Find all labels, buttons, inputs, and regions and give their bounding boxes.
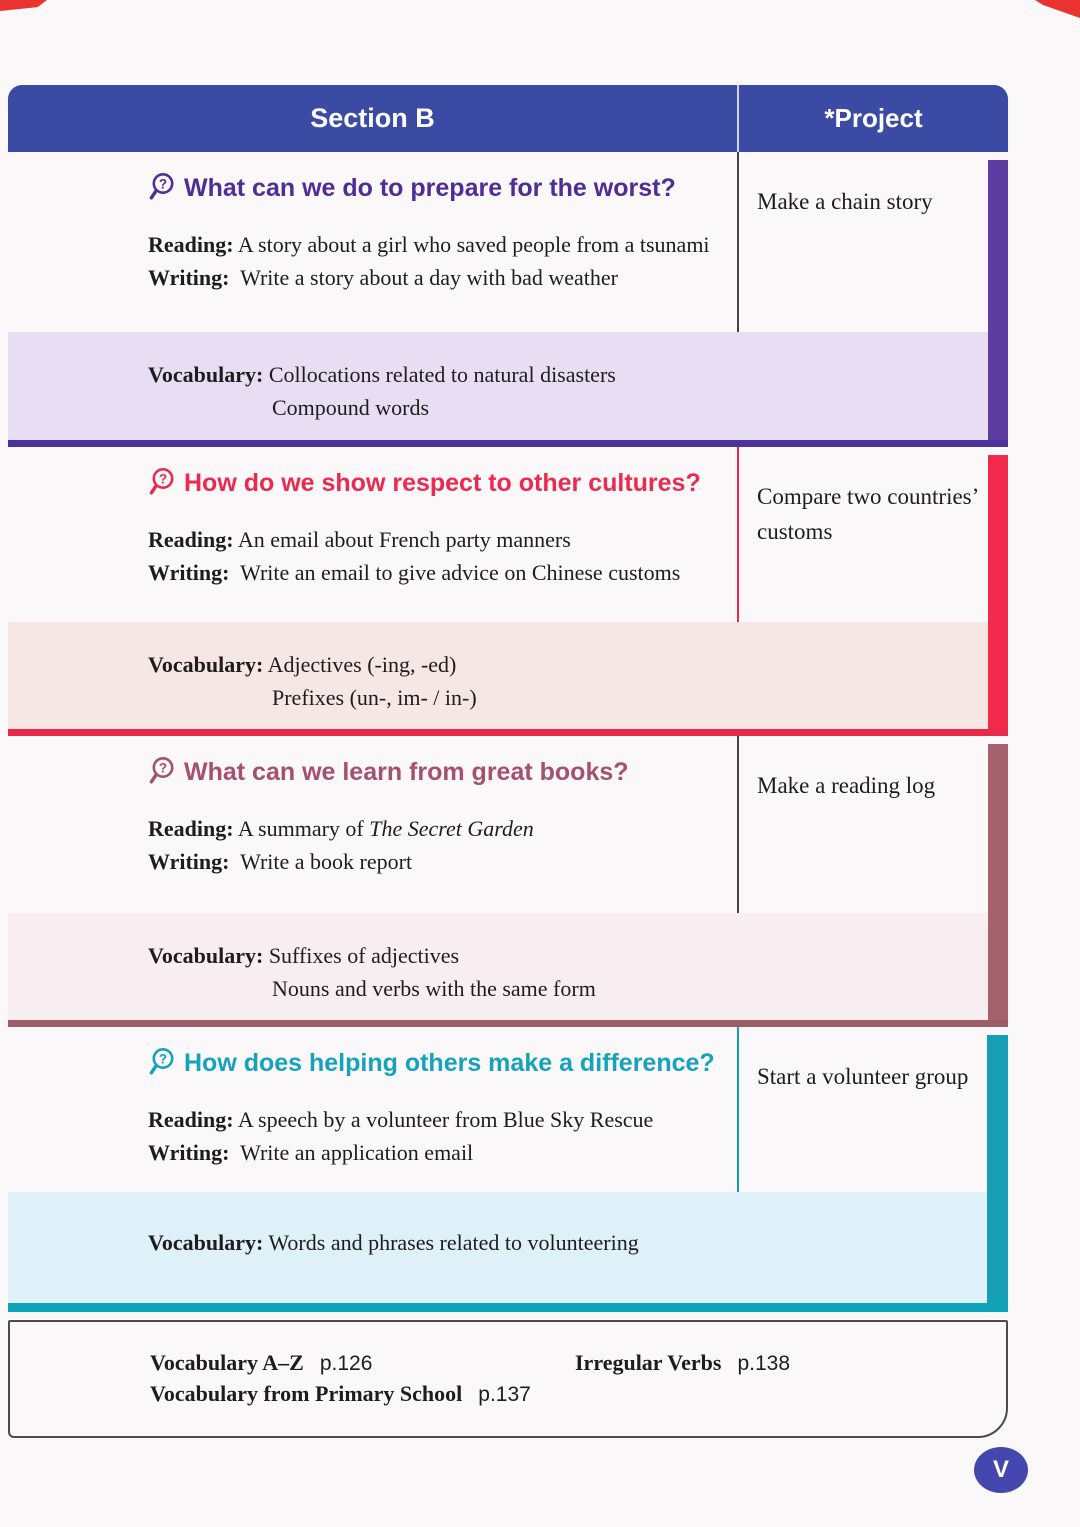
unit-row-1: ? What can we do to prepare for the wors…: [8, 152, 1008, 447]
unit2-question-text: How do we show respect to other cultures…: [184, 468, 701, 497]
unit3-vocabulary: Vocabulary: Suffixes of adjectives Nouns…: [8, 913, 1008, 1020]
scan-corner-mark-left: [0, 0, 47, 11]
unit3-reading: Reading: A summary of The Secret Garden: [148, 816, 534, 841]
footer-vocabulary-primary: Vocabulary from Primary School p.137: [150, 1381, 531, 1406]
magnifier-question-icon: ?: [149, 468, 174, 495]
unit2-reading: Reading: An email about French party man…: [148, 527, 571, 552]
unit4-vocabulary: Vocabulary: Words and phrases related to…: [8, 1192, 1008, 1303]
unit3-question-text: What can we learn from great books?: [184, 757, 629, 786]
svg-text:?: ?: [159, 176, 167, 191]
unit1-reading: Reading: A story about a girl who saved …: [148, 232, 710, 257]
footer-vocabulary-az: Vocabulary A–Z p.126: [150, 1350, 373, 1375]
unit2-question: ? How do we show respect to other cultur…: [148, 467, 737, 499]
unit2-writing: Writing: Write an email to give advice o…: [148, 560, 681, 585]
unit3-color-stripe: [988, 744, 1008, 1020]
reference-footer: Vocabulary A–Z p.126 Vocabulary from Prim…: [8, 1320, 1008, 1438]
unit4-question: ? How does helping others make a differe…: [148, 1047, 737, 1079]
unit3-writing: Writing: Write a book report: [148, 849, 413, 874]
unit4-color-stripe: [987, 1035, 1008, 1303]
unit-row-4: ? How does helping others make a differe…: [8, 1027, 1008, 1312]
unit1-question: ? What can we do to prepare for the wors…: [148, 172, 737, 204]
page-number-badge: V: [974, 1447, 1028, 1493]
unit3-project: Make a reading log: [757, 773, 936, 798]
unit3-question: ? What can we learn from great books?: [148, 756, 737, 788]
section-b-header: Section B: [8, 85, 739, 152]
magnifier-question-icon: ?: [149, 173, 174, 200]
unit1-color-stripe: [988, 160, 1008, 440]
book-title: The Secret Garden: [369, 816, 534, 841]
unit2-project: Compare two countries’ customs: [757, 484, 978, 544]
footer-irregular-verbs: Irregular Verbs p.138: [575, 1350, 791, 1375]
svg-text:?: ?: [159, 1051, 167, 1066]
unit-row-3: ? What can we learn from great books? Re…: [8, 736, 1008, 1027]
unit2-vocabulary: Vocabulary: Adjectives (-ing, -ed) Prefi…: [8, 622, 1008, 729]
unit1-vocabulary: Vocabulary: Collocations related to natu…: [8, 332, 1008, 440]
unit-row-2: ? How do we show respect to other cultur…: [8, 447, 1008, 736]
column-divider: [737, 152, 739, 332]
column-divider: [737, 1027, 739, 1192]
column-divider: [737, 447, 739, 622]
table-header: Section B *Project: [8, 85, 1008, 152]
svg-text:?: ?: [159, 760, 167, 775]
scan-corner-mark-right: [1035, 0, 1080, 18]
unit4-writing: Writing: Write an application email: [148, 1140, 474, 1165]
magnifier-question-icon: ?: [149, 1048, 174, 1075]
unit4-reading: Reading: A speech by a volunteer from Bl…: [148, 1107, 654, 1132]
unit1-writing: Writing: Write a story about a day with …: [148, 265, 618, 290]
unit1-project: Make a chain story: [757, 189, 933, 214]
svg-text:?: ?: [159, 471, 167, 486]
unit1-question-text: What can we do to prepare for the worst?: [184, 173, 676, 202]
unit4-project: Start a volunteer group: [757, 1064, 969, 1089]
contents-table: Section B *Project ? What can we do to p…: [8, 85, 1008, 1312]
unit2-color-stripe: [988, 455, 1008, 729]
column-divider: [737, 736, 739, 913]
unit4-question-text: How does helping others make a differenc…: [184, 1048, 715, 1077]
magnifier-question-icon: ?: [149, 757, 174, 784]
project-header: *Project: [824, 103, 923, 133]
